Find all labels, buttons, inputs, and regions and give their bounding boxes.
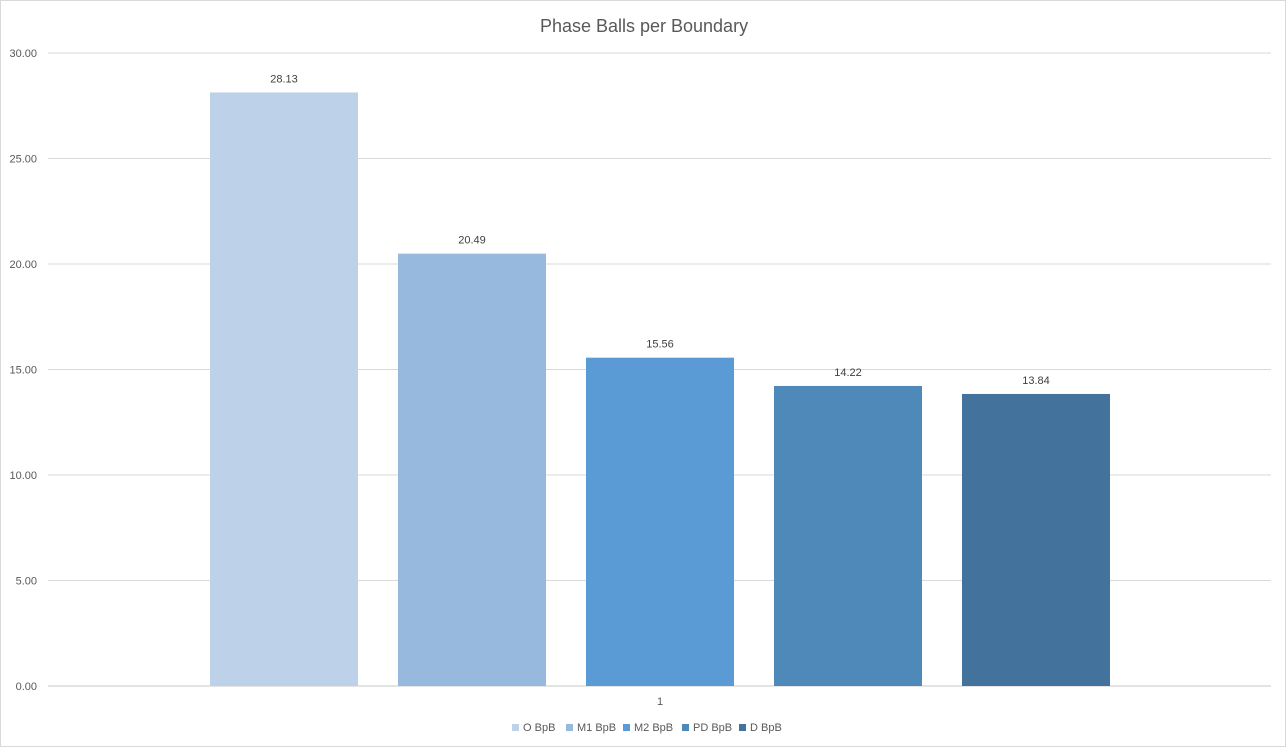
legend-label: M2 BpB (634, 722, 673, 734)
bar-d-bpb (962, 393, 1110, 686)
y-axis-ticks: 0.00 5.00 10.00 15.00 20.00 25.00 30.00 (9, 48, 37, 693)
data-label: 15.56 (646, 339, 674, 351)
bar-m1-bpb (398, 253, 546, 686)
y-tick-label: 0.00 (16, 681, 37, 693)
legend: O BpB M1 BpB M2 BpB PD BpB D BpB (512, 722, 782, 734)
y-tick-label: 15.00 (9, 365, 37, 377)
data-label: 28.13 (270, 73, 298, 85)
chart-title: Phase Balls per Boundary (540, 16, 748, 36)
data-label: 14.22 (834, 367, 862, 379)
legend-swatch (739, 724, 746, 731)
legend-swatch (623, 724, 630, 731)
bar-m2-bpb (586, 357, 734, 686)
legend-label: D BpB (750, 722, 782, 734)
legend-label: PD BpB (693, 722, 732, 734)
y-tick-label: 10.00 (9, 470, 37, 482)
legend-item: M2 BpB (623, 722, 673, 734)
x-axis-ticks: 1 (657, 696, 663, 708)
legend-swatch (566, 724, 573, 731)
y-tick-label: 25.00 (9, 154, 37, 166)
legend-swatch (512, 724, 519, 731)
bar-o-bpb (210, 92, 358, 686)
legend-label: M1 BpB (577, 722, 616, 734)
y-tick-label: 20.00 (9, 259, 37, 271)
bars (210, 92, 1110, 686)
y-tick-label: 5.00 (16, 576, 37, 588)
y-tick-label: 30.00 (9, 48, 37, 60)
data-label: 20.49 (458, 235, 486, 247)
bar-pd-bpb (774, 385, 922, 686)
legend-label: O BpB (523, 722, 555, 734)
data-labels: 28.13 20.49 15.56 14.22 13.84 (270, 73, 1050, 387)
legend-swatch (682, 724, 689, 731)
legend-item: O BpB (512, 722, 555, 734)
legend-item: M1 BpB (566, 722, 616, 734)
data-label: 13.84 (1022, 375, 1050, 387)
legend-item: PD BpB (682, 722, 732, 734)
x-tick-label: 1 (657, 696, 663, 708)
legend-item: D BpB (739, 722, 782, 734)
